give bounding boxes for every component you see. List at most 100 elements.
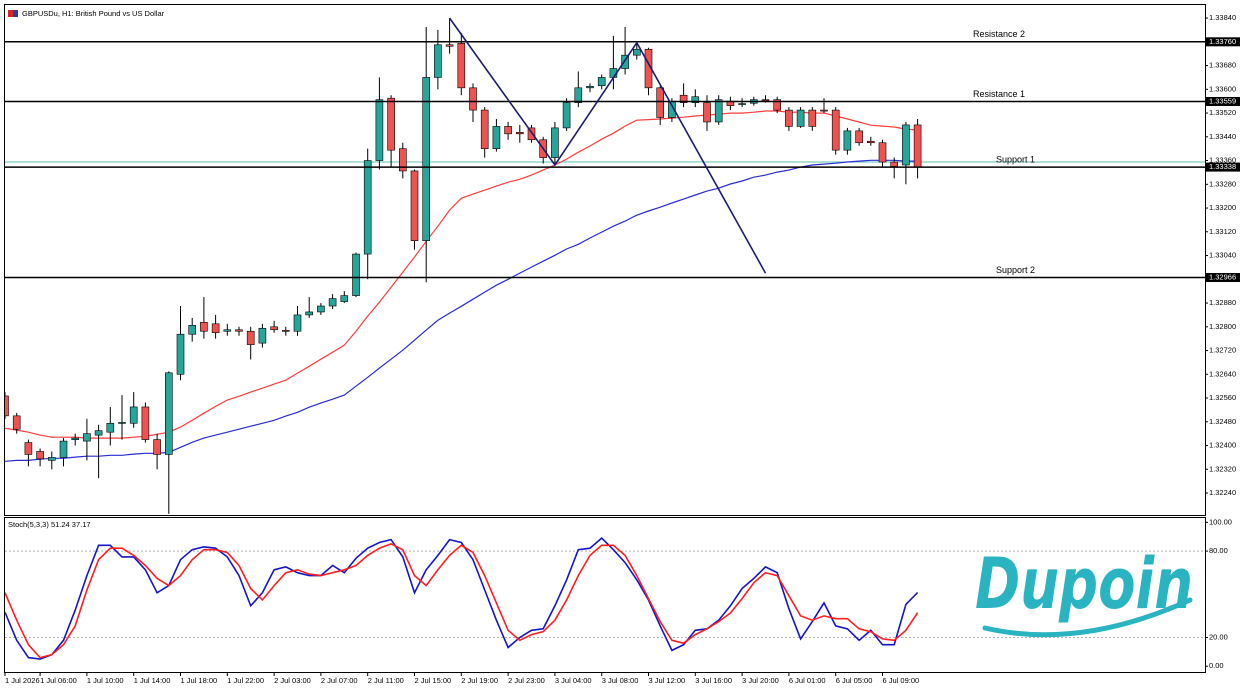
candle-body	[281, 330, 290, 332]
candle-body	[773, 99, 782, 111]
candle-body	[632, 48, 641, 56]
level-name: Resistance 1	[973, 89, 1025, 99]
x-tick-label: 3 Jul 20:00	[742, 676, 779, 685]
candle-body	[492, 126, 501, 149]
y-tick-label: 1.32640	[1209, 369, 1236, 378]
candle-body	[363, 160, 372, 255]
symbol-flag	[8, 10, 13, 17]
candle-body	[176, 333, 185, 375]
candle-body	[843, 130, 852, 151]
candle-body	[866, 140, 875, 144]
logo: Dupoin	[975, 543, 1193, 625]
line	[448, 17, 767, 274]
candle-body	[94, 430, 103, 436]
candle-body	[457, 42, 466, 89]
y-tick-label: 1.32320	[1209, 464, 1236, 473]
candle-body	[398, 148, 407, 172]
level-box	[1206, 273, 1240, 283]
candle-body	[714, 99, 723, 123]
x-tick-label: 1 Jul 22:00	[227, 676, 264, 685]
candle-body	[551, 127, 559, 158]
candle-body	[890, 161, 899, 167]
y-tick-label: 100.00	[1209, 517, 1232, 526]
y-tick-label: 1.32800	[1209, 322, 1236, 331]
candle-body	[785, 109, 793, 127]
candle-body	[855, 130, 863, 144]
y-tick-label: 1.33200	[1209, 203, 1236, 212]
y-tick-label: 1.32880	[1209, 298, 1236, 307]
candle-body	[656, 87, 665, 118]
x-tick-label: 6 Jul 01:00	[789, 676, 826, 685]
y-tick-label: 1.33840	[1209, 13, 1236, 22]
candle-body	[47, 457, 56, 461]
candle-body	[820, 109, 828, 112]
candle-body	[5, 395, 9, 417]
x-tick-label: 2 Jul 19:00	[461, 676, 498, 685]
line	[5, 537, 919, 660]
main-plot	[5, 17, 1205, 514]
x-tick-label: 3 Jul 12:00	[649, 676, 686, 685]
candle-body	[153, 439, 161, 455]
candle-body	[106, 422, 115, 433]
candle-body	[340, 295, 349, 302]
candle-body	[141, 406, 150, 440]
y-tick-label: 1.33600	[1209, 84, 1236, 93]
candle-body	[129, 406, 138, 424]
candle-body	[796, 109, 805, 127]
x-tick-label: 3 Jul 08:00	[602, 676, 639, 685]
candle-body	[36, 451, 44, 460]
x-tick-label: 1 Jul 10:00	[87, 676, 124, 685]
candle-body	[878, 142, 887, 163]
stoch-title: Stoch(5,3,3) 51.24 37.17	[8, 520, 91, 529]
main-panel	[4, 4, 1206, 516]
y-tick-label: 1.32560	[1209, 393, 1236, 402]
line	[5, 543, 919, 659]
level-name: Support 2	[996, 265, 1035, 275]
candle-body	[328, 298, 337, 307]
candle-body	[808, 109, 817, 127]
candle-body	[691, 96, 700, 103]
y-tick-label: 1.33360	[1209, 156, 1236, 165]
candle-body	[504, 126, 512, 135]
y-tick-label: 1.32720	[1209, 346, 1236, 355]
level-name: Resistance 2	[973, 29, 1025, 39]
x-tick-label: 6 Jul 09:00	[883, 676, 920, 685]
x-tick-label: 2 Jul 11:00	[368, 676, 404, 685]
candle-body	[59, 440, 68, 458]
x-tick-label: 3 Jul 04:00	[555, 676, 592, 685]
y-tick-label: 20.00	[1209, 632, 1228, 641]
x-tick-label: 3 Jul 16:00	[695, 676, 732, 685]
candle-body	[469, 87, 477, 111]
y-tick-label: 1.32400	[1209, 441, 1236, 450]
candle-body	[165, 372, 173, 455]
candle-body	[317, 305, 325, 313]
level-box	[1206, 96, 1240, 106]
y-tick-label: 1.33040	[1209, 251, 1236, 260]
level-label: 1.33559	[1209, 96, 1236, 105]
candle-body	[118, 422, 126, 424]
candle-body	[410, 170, 419, 242]
candle-body	[902, 124, 910, 166]
x-tick-label: 1 Jul 06:00	[40, 676, 77, 685]
candle-body	[258, 327, 267, 344]
candle-body	[387, 97, 395, 151]
candle-body	[574, 87, 583, 103]
candle-body	[246, 330, 255, 345]
x-tick-label: 2 Jul 15:00	[415, 676, 452, 685]
level-label: 1.32966	[1209, 272, 1236, 281]
x-tick-label: 2 Jul 03:00	[274, 676, 311, 685]
y-tick-label: 1.33680	[1209, 61, 1236, 70]
candle-body	[71, 437, 79, 440]
candle-body	[831, 109, 840, 151]
candle-body	[480, 109, 489, 149]
level-box	[1206, 37, 1240, 47]
candle-body	[422, 77, 431, 242]
candle-body	[434, 44, 442, 78]
candle-body	[24, 442, 33, 455]
candle-body	[913, 124, 922, 168]
y-tick-label: 1.33280	[1209, 179, 1236, 188]
level-label: 1.33760	[1209, 37, 1236, 46]
candle-body	[211, 323, 220, 334]
x-tick-label: 1 Jul 18:00	[181, 676, 218, 685]
